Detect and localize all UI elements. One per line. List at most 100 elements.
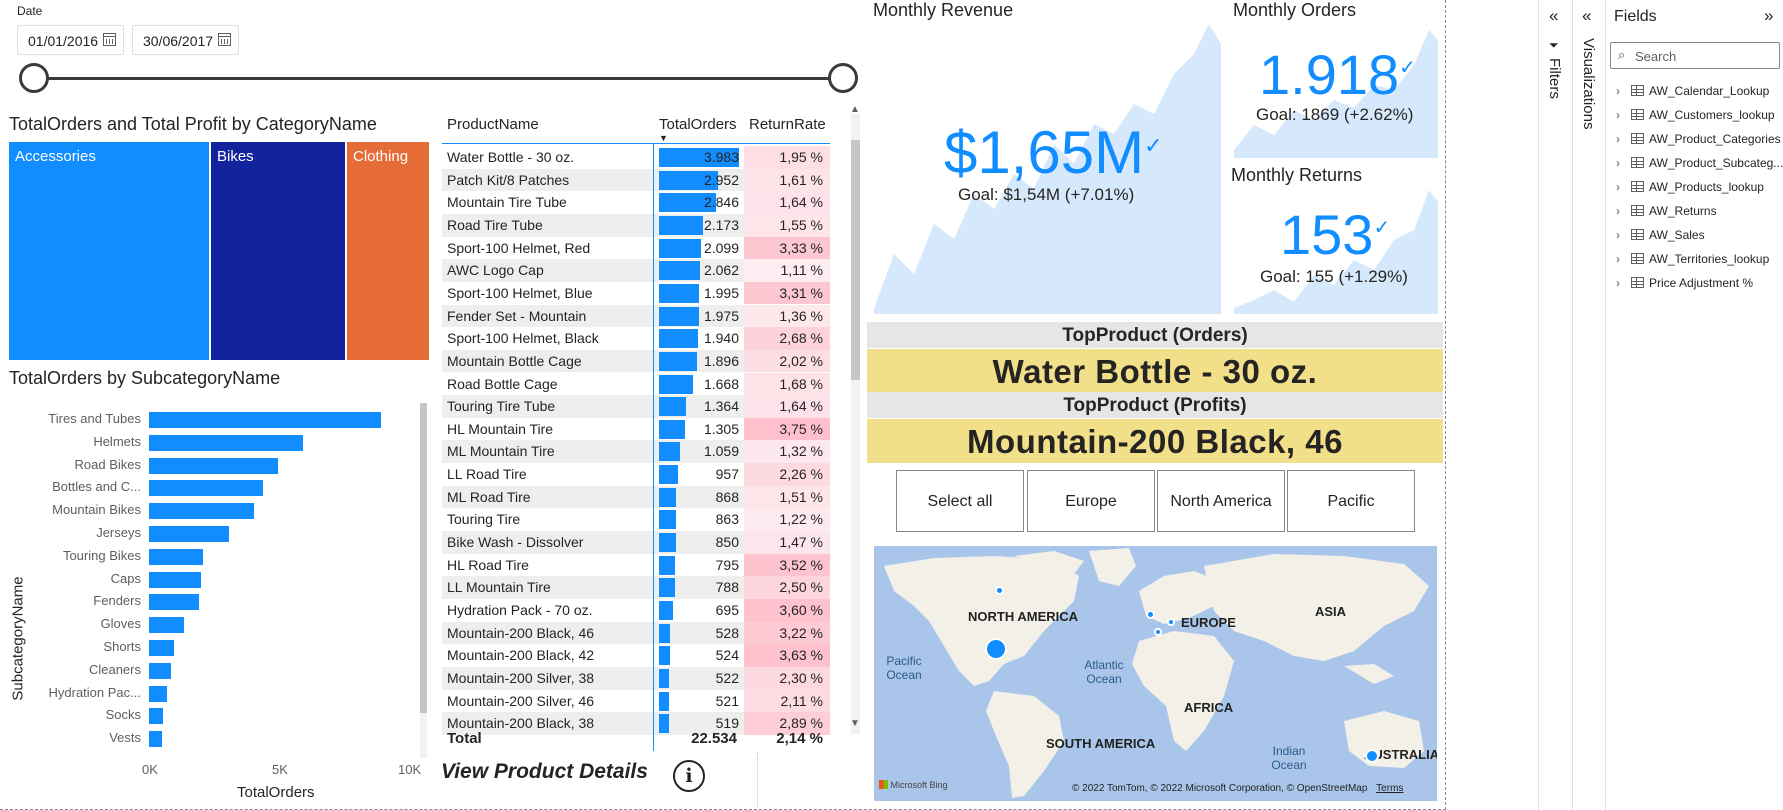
table-row[interactable]: Mountain-200 Black, 42 524 3,63 % (442, 644, 830, 667)
col-header-returnrate[interactable]: ReturnRate (749, 116, 826, 133)
table-row[interactable]: AWC Logo Cap 2.062 1,11 % (442, 259, 830, 282)
calendar-icon[interactable] (218, 33, 231, 46)
table-row[interactable]: Road Tire Tube 2.173 1,55 % (442, 213, 830, 237)
bar-hydration-pac-[interactable] (149, 685, 168, 702)
table-row[interactable]: Mountain Tire Tube 2.846 1,64 % (442, 191, 830, 214)
view-product-details-button[interactable]: View Product Details (441, 760, 648, 783)
bar-shorts[interactable] (149, 640, 174, 656)
end-date-input[interactable]: 30/06/2017 (132, 25, 239, 55)
map-bubble[interactable] (1154, 628, 1162, 636)
region-europe-button[interactable]: Europe (1027, 470, 1155, 532)
region-select-all-button[interactable]: Select all (896, 470, 1024, 532)
expand-filters-icon[interactable]: « (1549, 6, 1559, 25)
chart-scrollbar-thumb[interactable] (420, 403, 427, 713)
info-icon[interactable]: i (673, 760, 705, 792)
date-slider-start-handle[interactable] (19, 63, 49, 93)
date-slider-track[interactable] (34, 77, 843, 80)
map-bubble[interactable] (1167, 618, 1175, 626)
map-bubble[interactable] (1146, 610, 1155, 619)
table-row[interactable]: Mountain-200 Silver, 38 522 2,30 % (442, 666, 830, 690)
chevron-right-icon[interactable]: › (1616, 252, 1620, 266)
bar-socks[interactable] (149, 708, 164, 725)
field-table-item[interactable]: › AW_Territories_lookup (1616, 252, 1769, 266)
table-row[interactable]: Patch Kit/8 Patches 2.952 1,61 % (442, 168, 830, 192)
table-row[interactable]: Bike Wash - Dissolver 850 1,47 % (442, 531, 830, 554)
table-row[interactable]: ML Road Tire 868 1,51 % (442, 485, 830, 509)
table-row[interactable]: HL Road Tire 795 3,52 % (442, 553, 830, 577)
chevron-right-icon[interactable]: › (1616, 156, 1620, 170)
bar-helmets[interactable] (149, 434, 303, 451)
table-row[interactable]: Road Bottle Cage 1.668 1,68 % (442, 372, 830, 396)
expand-visualizations-icon[interactable]: « (1582, 6, 1592, 25)
table-row[interactable]: Fender Set - Mountain 1.975 1,36 % (442, 304, 830, 328)
region-north-america-button[interactable]: North America (1157, 470, 1285, 532)
table-scrollbar-thumb[interactable] (851, 140, 860, 380)
field-table-item[interactable]: › AW_Product_Categories (1616, 132, 1781, 146)
chevron-right-icon[interactable]: › (1616, 204, 1620, 218)
filters-pane-label[interactable]: Filters (1546, 58, 1563, 99)
chevron-right-icon[interactable]: › (1616, 276, 1620, 290)
field-table-item[interactable]: › AW_Products_lookup (1616, 180, 1764, 194)
bar-mountain-bikes[interactable] (149, 503, 254, 520)
table-row[interactable]: Mountain Bottle Cage 1.896 2,02 % (442, 349, 830, 373)
table-row[interactable]: HL Mountain Tire 1.305 3,75 % (442, 417, 830, 441)
chevron-right-icon[interactable]: › (1616, 108, 1620, 122)
treemap-tile-clothing[interactable]: Clothing (347, 142, 429, 360)
chevron-right-icon[interactable]: › (1616, 180, 1620, 194)
date-slider-end-handle[interactable] (828, 63, 858, 93)
table-row[interactable]: Sport-100 Helmet, Blue 1.995 3,31 % (442, 281, 830, 305)
table-row[interactable]: Sport-100 Helmet, Red 2.099 3,33 % (442, 236, 830, 260)
bar-cleaners[interactable] (149, 662, 171, 679)
region-pacific-button[interactable]: Pacific (1287, 470, 1415, 532)
table-row[interactable]: Touring Tire Tube 1.364 1,64 % (442, 395, 830, 418)
visualizations-pane-label[interactable]: Visualizations (1580, 38, 1597, 130)
table-row[interactable]: LL Road Tire 957 2,26 % (442, 463, 830, 486)
bar-bottles-and-c-[interactable] (149, 480, 264, 497)
field-table-item[interactable]: › Price Adjustment % (1616, 276, 1753, 290)
filters-pane[interactable]: « ⏷ Filters (1538, 0, 1571, 810)
field-table-item[interactable]: › AW_Calendar_Lookup (1616, 84, 1769, 98)
map-bubble[interactable] (985, 638, 1007, 660)
bar-touring-bikes[interactable] (149, 548, 204, 565)
chevron-right-icon[interactable]: › (1616, 228, 1620, 242)
sort-desc-icon[interactable]: ▼ (659, 133, 668, 143)
fields-search-input[interactable]: ⌕ Search (1610, 42, 1780, 69)
table-row[interactable]: Hydration Pack - 70 oz. 695 3,60 % (442, 599, 830, 622)
table-row[interactable]: Mountain-200 Black, 38 519 2,89 % (442, 712, 830, 735)
bar-vests[interactable] (149, 731, 163, 748)
chevron-right-icon[interactable]: › (1616, 84, 1620, 98)
field-table-item[interactable]: › AW_Returns (1616, 204, 1717, 218)
bar-caps[interactable] (149, 571, 202, 588)
bar-tires-and-tubes[interactable] (149, 412, 382, 428)
table-row[interactable]: LL Mountain Tire 788 2,50 % (442, 576, 830, 599)
calendar-icon[interactable] (103, 33, 116, 46)
field-table-item[interactable]: › AW_Sales (1616, 228, 1705, 242)
scroll-up-icon[interactable]: ▲ (850, 104, 860, 115)
sales-map[interactable]: NORTH AMERICA EUROPE ASIA AFRICA SOUTH A… (874, 546, 1437, 801)
collapse-fields-icon[interactable]: » (1764, 6, 1774, 25)
chevron-right-icon[interactable]: › (1616, 132, 1620, 146)
table-row[interactable]: ML Mountain Tire 1.059 1,32 % (442, 440, 830, 464)
bar-road-bikes[interactable] (149, 457, 279, 474)
table-row[interactable]: Water Bottle - 30 oz. 3.983 1,95 % (442, 146, 830, 169)
visualizations-pane[interactable]: « Visualizations (1572, 0, 1605, 810)
field-table-item[interactable]: › AW_Product_Subcateg... (1616, 156, 1783, 170)
table-row[interactable]: Mountain-200 Black, 46 528 3,22 % (442, 621, 830, 645)
col-header-productname[interactable]: ProductName (447, 116, 539, 133)
chart-scrollbar[interactable] (420, 403, 427, 758)
field-table-item[interactable]: › AW_Customers_lookup (1616, 108, 1775, 122)
table-row[interactable]: Touring Tire 863 1,22 % (442, 508, 830, 531)
scroll-down-icon[interactable]: ▼ (850, 718, 860, 729)
map-terms-link[interactable]: Terms (1376, 783, 1404, 794)
map-bubble[interactable] (995, 586, 1004, 595)
table-scrollbar[interactable] (851, 114, 860, 734)
table-row[interactable]: Sport-100 Helmet, Black 1.940 2,68 % (442, 327, 830, 350)
bar-gloves[interactable] (149, 617, 184, 634)
col-header-totalorders[interactable]: TotalOrders (659, 116, 737, 133)
map-bubble[interactable] (1365, 749, 1379, 763)
bar-jerseys[interactable] (149, 526, 229, 542)
start-date-input[interactable]: 01/01/2016 (17, 25, 124, 55)
table-row[interactable]: Mountain-200 Silver, 46 521 2,11 % (442, 689, 830, 713)
treemap-tile-accessories[interactable]: Accessories (9, 142, 209, 360)
treemap-tile-bikes[interactable]: Bikes (211, 142, 345, 360)
